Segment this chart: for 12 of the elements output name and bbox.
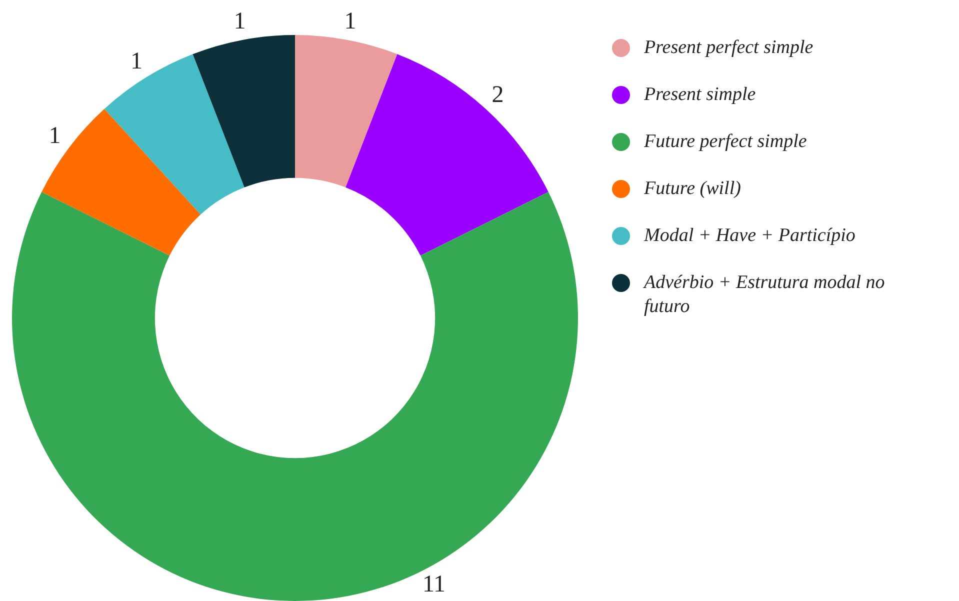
data-label: 1 [130,48,143,74]
legend-label: Future (will) [644,177,741,201]
legend-label: Advérbio + Estrutura modal no futuro [644,271,886,319]
data-label: 1 [48,122,61,149]
legend-label: Present perfect simple [644,36,814,60]
legend-label: Modal + Have + Particípio [644,224,856,248]
legend-label: Future perfect simple [644,130,807,154]
data-label: 1 [344,8,356,34]
legend-label: Present simple [644,83,756,107]
data-label: 1 [234,8,246,34]
data-label: 2 [492,82,504,108]
data-label: 11 [422,571,446,598]
